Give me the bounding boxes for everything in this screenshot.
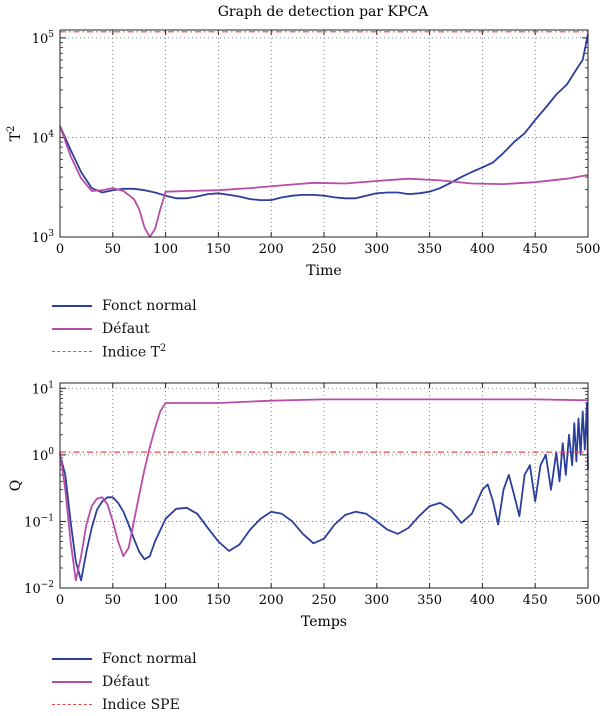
- legend-item-fonct-normal: Fonct normal: [52, 294, 197, 317]
- legend-swatch-fonct-normal: [52, 657, 92, 660]
- x-tick-label: 150: [206, 593, 231, 608]
- legend-label: Fonct normal: [102, 650, 197, 667]
- legend-label: Défaut: [102, 673, 150, 690]
- x-tick-label: 0: [56, 593, 64, 608]
- x-tick-label: 450: [523, 242, 548, 257]
- legend-swatch-indice-spe: [52, 704, 92, 705]
- legend-label: Fonct normal: [102, 297, 197, 314]
- y-axis-label: T2: [6, 126, 24, 142]
- x-tick-label: 50: [105, 242, 122, 257]
- series-line-defaut: [59, 398, 589, 582]
- legend-item-indice-spe: Indice SPE: [52, 693, 197, 716]
- t2-legend: Fonct normal Défaut Indice T2: [52, 294, 197, 363]
- plot-frame: [59, 29, 589, 238]
- x-tick-label: 500: [576, 593, 600, 608]
- legend-swatch-indice-t2: [52, 351, 92, 352]
- x-axis-label: Temps: [301, 614, 347, 630]
- y-tick-label: 105: [32, 30, 55, 47]
- series-line-defaut: [59, 125, 589, 238]
- x-tick-label: 400: [470, 593, 495, 608]
- y-tick-label: 104: [32, 129, 55, 146]
- x-tick-label: 0: [56, 242, 64, 257]
- x-tick-label: 400: [470, 242, 495, 257]
- x-tick-label: 300: [364, 593, 389, 608]
- legend-swatch-fonct-normal: [52, 304, 92, 307]
- plot-frame: [59, 382, 589, 589]
- x-tick-label: 250: [312, 242, 337, 257]
- series-line-fonct-normal: [59, 33, 589, 202]
- t2-plot: 0 50 100 150 200 250 300 350 400 450 500 103 104 105 T…: [6, 29, 600, 279]
- y-tick-label: 100: [32, 447, 55, 464]
- legend-label: Défaut: [102, 320, 150, 337]
- y-tick-label: 10−2: [24, 580, 54, 597]
- y-tick-label: 101: [32, 380, 54, 397]
- x-tick-label: 100: [153, 593, 178, 608]
- x-tick-label: 300: [364, 242, 389, 257]
- x-tick-label: 450: [523, 593, 548, 608]
- x-tick-label: 50: [105, 593, 122, 608]
- legend-item-defaut: Défaut: [52, 670, 197, 693]
- x-tick-label: 200: [259, 593, 284, 608]
- x-tick-label: 100: [153, 242, 178, 257]
- x-tick-label: 250: [312, 593, 337, 608]
- x-tick-label: 500: [576, 242, 600, 257]
- y-axis-label: Q: [8, 480, 24, 491]
- x-tick-label: 200: [259, 242, 284, 257]
- x-tick-label: 350: [417, 593, 442, 608]
- q-plot: 0 50 100 150 200 250 300 350 400 450 500 10−2 10−1 10…: [8, 380, 600, 630]
- legend-swatch-defaut: [52, 327, 92, 330]
- legend-item-defaut: Défaut: [52, 317, 197, 340]
- y-tick-label: 10−1: [24, 513, 54, 530]
- legend-swatch-defaut: [52, 680, 92, 683]
- x-tick-label: 150: [206, 242, 231, 257]
- legend-label: Indice SPE: [102, 696, 180, 713]
- series-line-fonct-normal: [59, 402, 589, 582]
- x-tick-label: 350: [417, 242, 442, 257]
- legend-item-indice-t2: Indice T2: [52, 340, 197, 363]
- legend-label: Indice T2: [102, 342, 167, 361]
- chart-title: Graph de detection par KPCA: [218, 4, 429, 20]
- legend-item-fonct-normal: Fonct normal: [52, 647, 197, 670]
- x-axis-label: Time: [306, 263, 341, 279]
- y-tick-label: 103: [32, 229, 55, 246]
- q-legend: Fonct normal Défaut Indice SPE: [52, 647, 197, 716]
